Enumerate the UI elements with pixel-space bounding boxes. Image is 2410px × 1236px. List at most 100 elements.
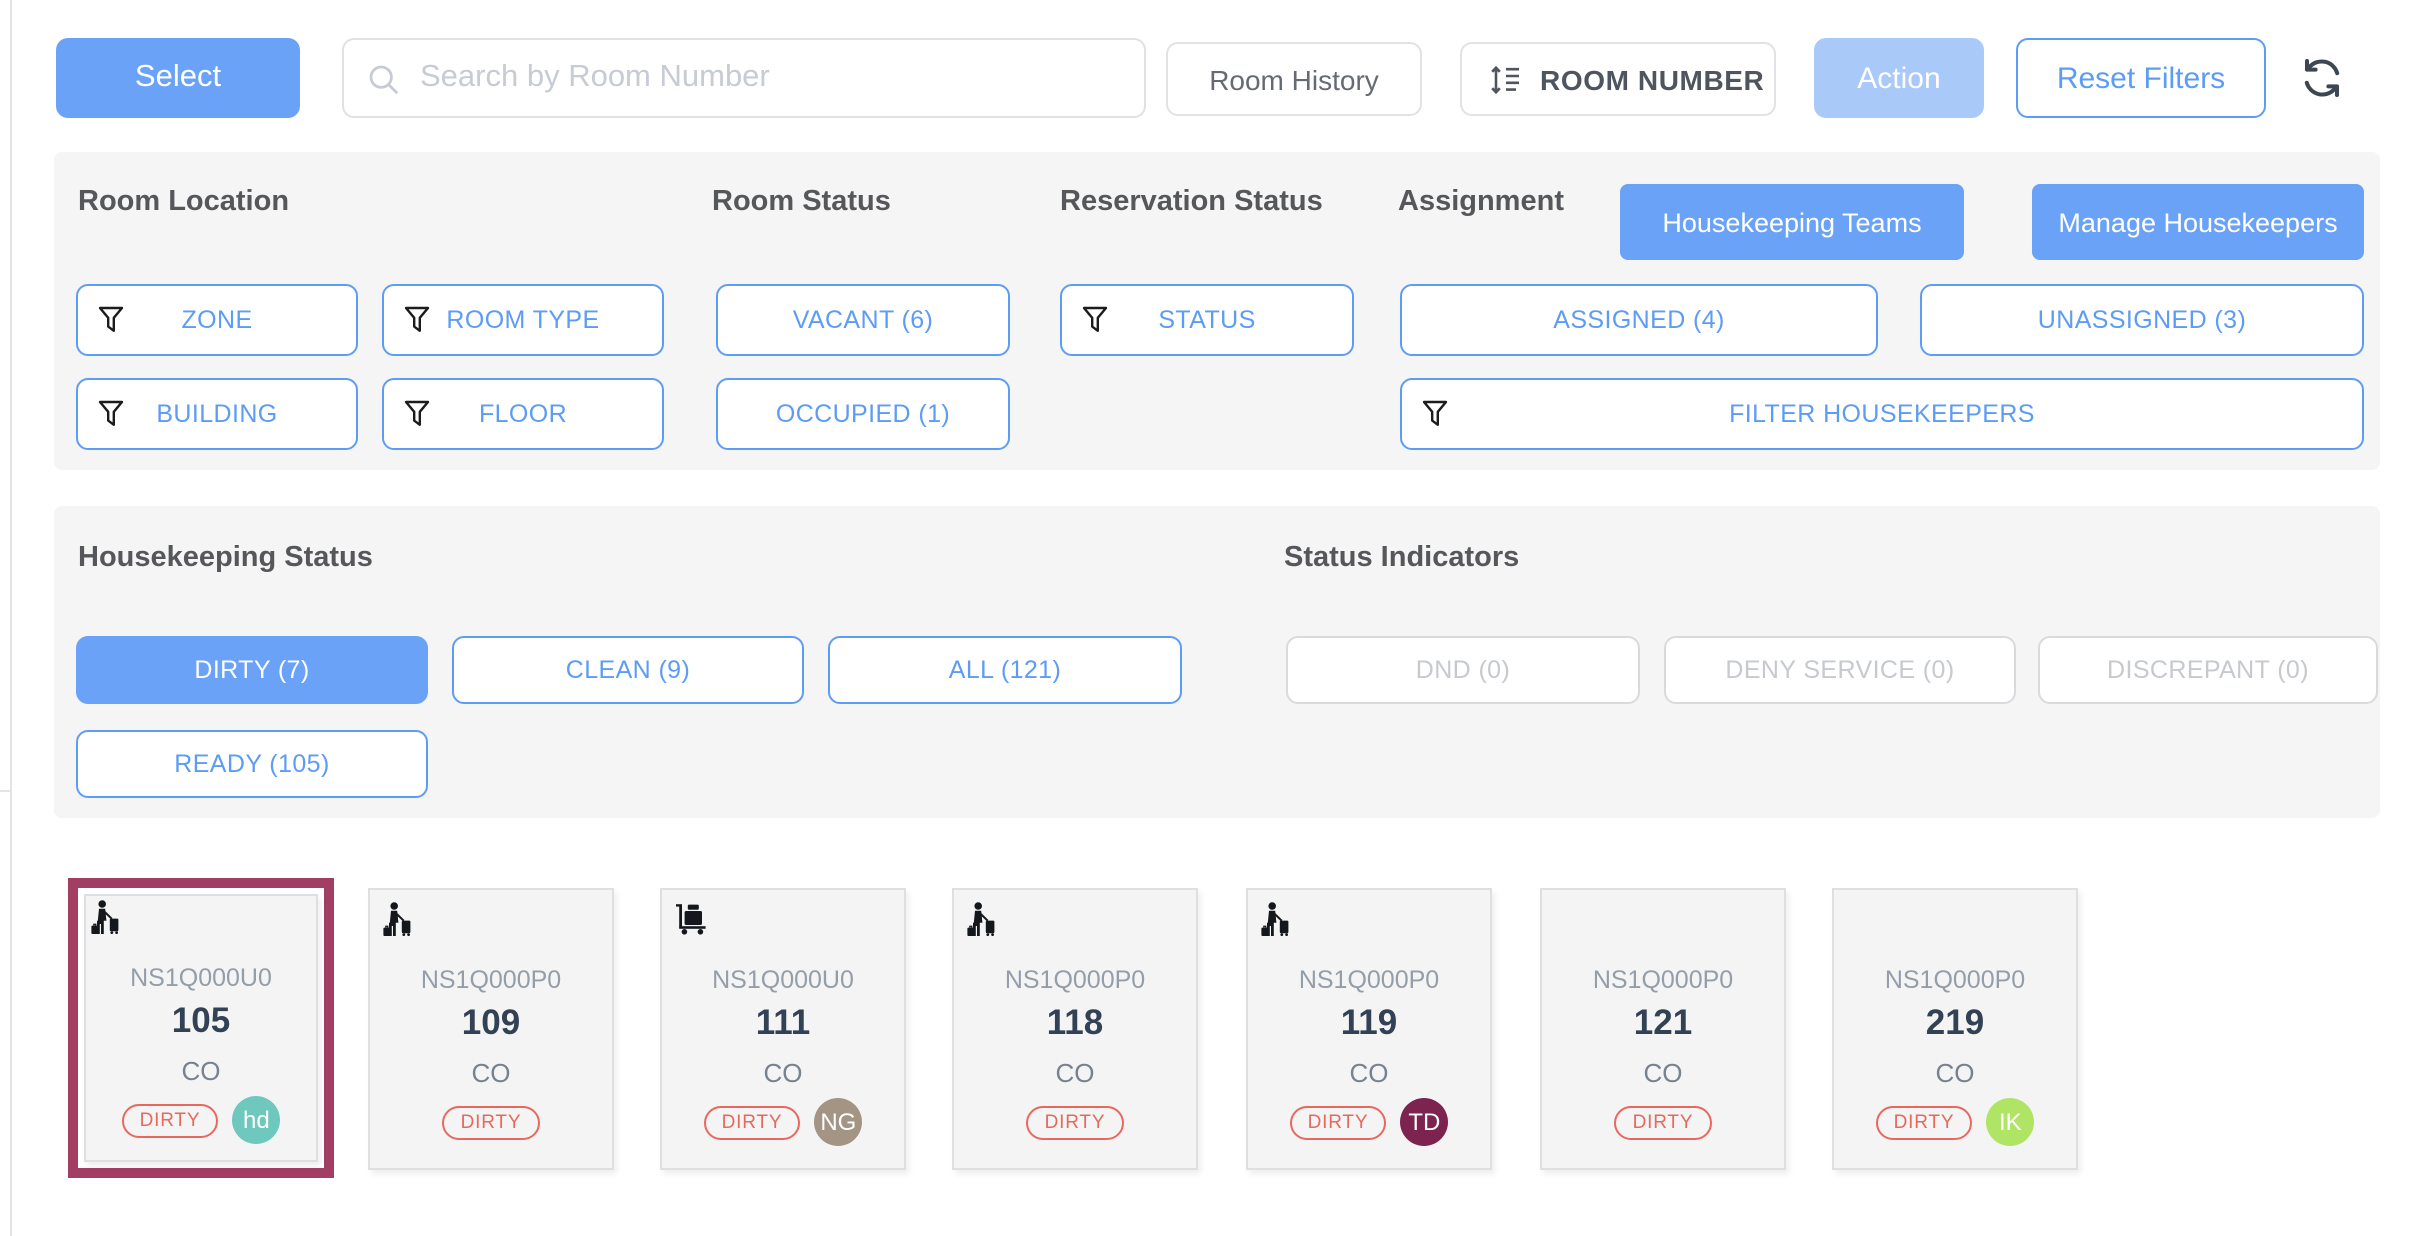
room-number: 109 bbox=[461, 1002, 521, 1042]
room-number: 118 bbox=[1046, 1002, 1104, 1042]
room-card-118[interactable]: NS1Q000P0 118 CO DIRTY bbox=[952, 888, 1198, 1170]
refresh-button[interactable] bbox=[2296, 52, 2348, 104]
filter-button-label: DND (0) bbox=[1415, 656, 1511, 684]
room-number: 119 bbox=[1340, 1002, 1398, 1042]
room-number: 219 bbox=[1925, 1002, 1985, 1042]
section-title-room-status: Room Status bbox=[712, 186, 891, 218]
guest-with-luggage-icon bbox=[1260, 902, 1292, 948]
room-history-button[interactable]: Room History bbox=[1166, 42, 1422, 116]
hk-filter-ready[interactable]: READY (105) bbox=[76, 730, 428, 798]
hk-filter-clean[interactable]: CLEAN (9) bbox=[452, 636, 804, 704]
room-number: 111 bbox=[755, 1002, 811, 1042]
filter-button-label: READY (105) bbox=[174, 750, 330, 778]
section-title-housekeeping-status: Housekeeping Status bbox=[78, 542, 373, 574]
room-card-219[interactable]: NS1Q000P0 219 CO DIRTY IK bbox=[1832, 888, 2078, 1170]
filter-icon bbox=[98, 306, 124, 334]
filter-button-label: FILTER HOUSEKEEPERS bbox=[1729, 400, 2035, 428]
status-indicator-discrepant[interactable]: DISCREPANT (0) bbox=[2038, 636, 2378, 704]
filter-button-label: OCCUPIED (1) bbox=[775, 400, 951, 428]
housekeeper-badge: TD bbox=[1400, 1098, 1449, 1146]
housekeeper-badge: IK bbox=[1986, 1098, 2035, 1146]
sort-label: ROOM NUMBER bbox=[1540, 63, 1765, 95]
status-indicator-dnd[interactable]: DND (0) bbox=[1286, 636, 1640, 704]
filter-button-label: ALL (121) bbox=[948, 656, 1062, 684]
filter-button-zone[interactable]: ZONE bbox=[76, 284, 358, 356]
search-input[interactable] bbox=[344, 40, 1144, 116]
filter-button-building[interactable]: BUILDING bbox=[76, 378, 358, 450]
reservation-status: CO bbox=[1643, 1058, 1683, 1088]
filter-button-room-type[interactable]: ROOM TYPE bbox=[382, 284, 664, 356]
filter-button-occupied[interactable]: OCCUPIED (1) bbox=[716, 378, 1010, 450]
section-title-reservation-status: Reservation Status bbox=[1060, 186, 1323, 218]
filter-button-label: FLOOR bbox=[478, 400, 568, 428]
search-box bbox=[342, 38, 1146, 118]
filter-button-label: BUILDING bbox=[156, 400, 278, 428]
room-unit-code: NS1Q000U0 bbox=[712, 966, 854, 994]
filter-button-label: VACANT (6) bbox=[792, 306, 934, 334]
dirty-badge: DIRTY bbox=[703, 1105, 801, 1139]
filter-button-vacant[interactable]: VACANT (6) bbox=[716, 284, 1010, 356]
housekeeping-status-panel: Housekeeping Status Status Indicators DI… bbox=[54, 506, 2380, 818]
reservation-status: CO bbox=[1055, 1058, 1095, 1088]
action-button[interactable]: Action bbox=[1814, 38, 1984, 118]
guest-with-luggage-icon bbox=[90, 900, 122, 946]
guest-with-luggage-icon bbox=[966, 902, 998, 948]
filter-icon bbox=[98, 400, 124, 428]
dirty-badge: DIRTY bbox=[1614, 1105, 1712, 1139]
left-panel-edge bbox=[0, 0, 12, 1236]
filter-button-label: CLEAN (9) bbox=[565, 656, 691, 684]
selected-room-frame[interactable]: NS1Q000U0 105 CO DIRTY hd bbox=[68, 878, 334, 1178]
room-card-109[interactable]: NS1Q000P0 109 CO DIRTY bbox=[368, 888, 614, 1170]
filter-button-floor[interactable]: FLOOR bbox=[382, 378, 664, 450]
housekeeper-badge: NG bbox=[814, 1098, 863, 1146]
room-unit-code: NS1Q000P0 bbox=[1884, 966, 2026, 994]
room-cards-row: NS1Q000U0 105 CO DIRTY hd bbox=[0, 878, 2410, 1228]
filter-button-assigned[interactable]: ASSIGNED (4) bbox=[1400, 284, 1878, 356]
room-unit-code: NS1Q000P0 bbox=[420, 966, 562, 994]
dirty-badge: DIRTY bbox=[1026, 1105, 1124, 1139]
filter-button-label: ROOM TYPE bbox=[446, 306, 600, 334]
reservation-status: CO bbox=[1935, 1058, 1975, 1088]
housekeeping-teams-button[interactable]: Housekeeping Teams bbox=[1620, 184, 1964, 260]
housekeeper-badge: hd bbox=[232, 1096, 281, 1144]
status-indicator-deny-service[interactable]: DENY SERVICE (0) bbox=[1664, 636, 2016, 704]
reset-filters-button[interactable]: Reset Filters bbox=[2016, 38, 2266, 118]
filter-icon bbox=[404, 306, 430, 334]
filter-button-unassigned[interactable]: UNASSIGNED (3) bbox=[1920, 284, 2364, 356]
room-card-111[interactable]: NS1Q000U0 111 CO DIRTY NG bbox=[660, 888, 906, 1170]
filter-button-label: ASSIGNED (4) bbox=[1553, 306, 1725, 334]
luggage-cart-icon bbox=[674, 902, 710, 946]
manage-housekeepers-button[interactable]: Manage Housekeepers bbox=[2032, 184, 2364, 260]
refresh-icon bbox=[2304, 59, 2340, 97]
room-card-121[interactable]: NS1Q000P0 121 CO DIRTY bbox=[1540, 888, 1786, 1170]
filter-button-label: DENY SERVICE (0) bbox=[1725, 656, 1955, 684]
filter-button-label: DISCREPANT (0) bbox=[2107, 656, 2309, 684]
room-unit-code: NS1Q000P0 bbox=[1592, 966, 1734, 994]
dirty-badge: DIRTY bbox=[1289, 1105, 1387, 1139]
room-number: 121 bbox=[1633, 1002, 1693, 1042]
sort-icon bbox=[1491, 64, 1519, 94]
guest-with-luggage-icon bbox=[382, 902, 414, 948]
sort-button[interactable]: ROOM NUMBER bbox=[1460, 42, 1776, 116]
hk-filter-all[interactable]: ALL (121) bbox=[828, 636, 1182, 704]
filter-button-label: UNASSIGNED (3) bbox=[2037, 306, 2247, 334]
filter-button-filter-housekeepers[interactable]: FILTER HOUSEKEEPERS bbox=[1400, 378, 2364, 450]
filter-button-status[interactable]: STATUS bbox=[1060, 284, 1354, 356]
room-card-105[interactable]: NS1Q000U0 105 CO DIRTY hd bbox=[84, 894, 318, 1162]
reservation-status: CO bbox=[471, 1058, 511, 1088]
room-card-119[interactable]: NS1Q000P0 119 CO DIRTY TD bbox=[1246, 888, 1492, 1170]
room-unit-code: NS1Q000P0 bbox=[1298, 966, 1440, 994]
room-unit-code: NS1Q000U0 bbox=[130, 964, 272, 992]
filter-icon bbox=[1082, 306, 1108, 334]
filters-panel: Room Location Room Status Reservation St… bbox=[54, 152, 2380, 470]
filter-button-label: STATUS bbox=[1158, 306, 1256, 334]
hk-filter-dirty[interactable]: DIRTY (7) bbox=[76, 636, 428, 704]
left-panel-divider bbox=[0, 790, 12, 792]
reservation-status: CO bbox=[181, 1056, 221, 1086]
dirty-badge: DIRTY bbox=[121, 1103, 219, 1137]
dirty-badge: DIRTY bbox=[1875, 1105, 1973, 1139]
room-unit-code: NS1Q000P0 bbox=[1004, 966, 1146, 994]
select-button[interactable]: Select bbox=[56, 38, 300, 118]
filter-icon bbox=[1422, 400, 1448, 428]
